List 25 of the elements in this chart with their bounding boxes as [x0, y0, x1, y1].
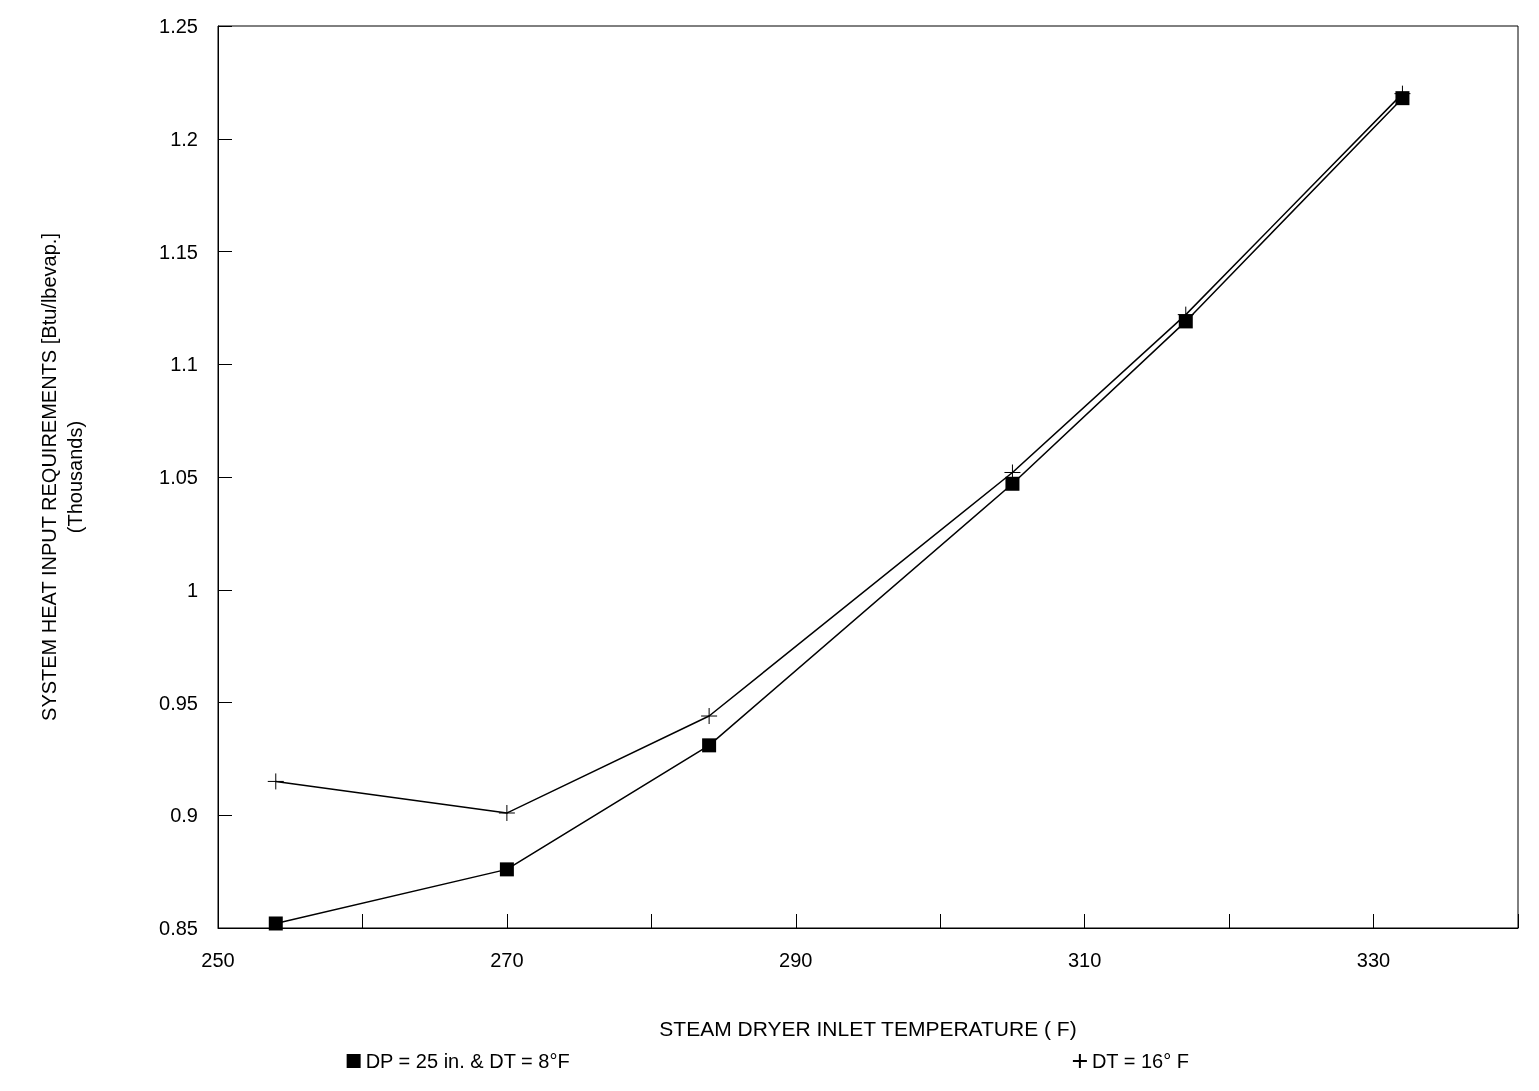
y-tick-label: 1.1: [170, 353, 198, 376]
point: [1005, 476, 1020, 491]
y-axis-title: SYSTEM HEAT INPUT REQUIREMENTS [Btu/lbevap.] (Thousands): [38, 233, 86, 721]
y-tick-label: 1.25: [159, 15, 198, 37]
y-tick-label: 1.2: [170, 127, 198, 150]
point: [268, 916, 283, 931]
y-tick-label: 1.05: [159, 466, 198, 488]
x-tick-label: 270: [490, 949, 524, 971]
point: [702, 738, 717, 753]
x-tick-label: 310: [1067, 949, 1102, 971]
x-tick-label: 330: [1356, 949, 1391, 971]
y-tick-label: 1: [186, 578, 198, 601]
x-tick-label: 290: [779, 949, 813, 971]
x-tick-label: 250: [201, 949, 235, 971]
x-axis-title: STEAM DRYER INLET TEMPERATURE ( F): [659, 1017, 1077, 1040]
y-tick-label: 0.85: [159, 917, 198, 939]
y-tick-label: 1.15: [159, 240, 198, 263]
point: [498, 804, 516, 822]
y-tick-label: 0.9: [170, 804, 198, 827]
point: [499, 862, 514, 877]
legend-label: DP = 25 in. & DT = 8°F: [365, 1050, 570, 1072]
y-tick-label: 0.95: [159, 691, 198, 714]
legend-label: DT = 16° F: [1091, 1050, 1189, 1072]
point: [267, 772, 285, 790]
point: [700, 707, 718, 725]
